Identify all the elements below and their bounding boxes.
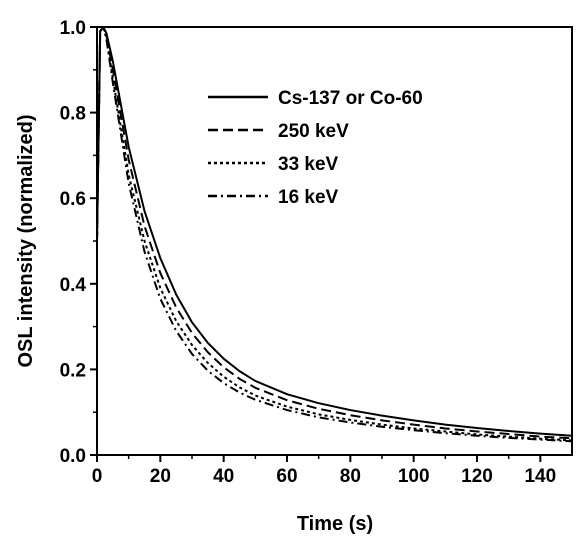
y-axis-label: OSL intensity (normalized): [15, 115, 37, 368]
legend-label-1: 250 keV: [278, 121, 349, 142]
y-tick-label: 0.2: [60, 360, 86, 381]
legend-label-2: 33 keV: [278, 154, 339, 175]
y-tick-label: 0.8: [60, 104, 86, 125]
x-tick-label: 80: [340, 466, 361, 487]
series-line-3: [96, 26, 573, 443]
legend-label-0: Cs-137 or Co-60: [278, 88, 423, 109]
x-tick-label: 20: [150, 466, 171, 487]
y-tick-label: 1.0: [60, 18, 86, 39]
legend-label-3: 16 keV: [278, 187, 339, 208]
plot-curves: [96, 26, 573, 443]
series-line-0: [96, 26, 573, 437]
series-line-1: [96, 26, 573, 440]
x-axis-label: Time (s): [297, 513, 373, 535]
x-tick-label: 40: [213, 466, 234, 487]
x-tick-label: 60: [276, 466, 297, 487]
y-tick-label: 0.0: [60, 446, 86, 467]
legend: Cs-137 or Co-60 250 keV 33 keV 16 keV: [208, 88, 423, 208]
x-axis: 0 20 40 60 80 100 120 140: [92, 455, 556, 487]
y-tick-label: 0.6: [60, 189, 86, 210]
x-tick-label: 100: [398, 466, 430, 487]
x-tick-label: 140: [524, 466, 556, 487]
x-tick-label: 120: [461, 466, 493, 487]
y-tick-label: 0.4: [60, 275, 87, 296]
x-tick-label: 0: [92, 466, 103, 487]
y-axis: 0.0 0.2 0.4 0.6 0.8 1.0: [60, 18, 97, 467]
